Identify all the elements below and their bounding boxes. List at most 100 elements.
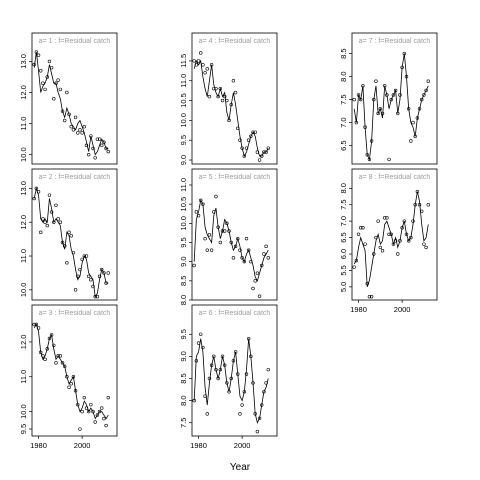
data-point	[203, 236, 207, 241]
y-tick-label: 6.5	[339, 140, 348, 150]
data-point	[251, 381, 255, 385]
data-point	[413, 134, 417, 139]
data-point	[78, 128, 82, 132]
data-point	[104, 146, 108, 151]
data-point	[413, 203, 417, 207]
data-point	[80, 409, 84, 414]
data-point	[352, 265, 356, 269]
data-point	[417, 203, 422, 207]
x-tick-label: 1980	[190, 441, 207, 450]
panel-frame	[31, 168, 118, 301]
data-point	[222, 363, 227, 367]
data-point	[78, 427, 82, 431]
y-tick-label: 8.0	[339, 183, 348, 193]
data-point	[262, 150, 266, 154]
data-point	[104, 423, 108, 428]
series-line	[353, 191, 429, 287]
panel-a6: a= 6 : f=Residual catch 7.5 8.0 8.5 9.0 9.5 19…	[179, 304, 278, 450]
data-point	[36, 190, 41, 194]
data-point	[93, 420, 97, 424]
y-tick-label: 6.5	[339, 232, 348, 242]
data-point	[71, 375, 76, 379]
data-point	[249, 134, 253, 138]
data-point	[84, 143, 89, 148]
data-point	[76, 402, 80, 407]
x-tick-label: 2000	[394, 305, 411, 314]
data-point	[363, 242, 367, 246]
data-point	[45, 75, 49, 79]
data-point	[255, 150, 260, 154]
data-point	[95, 137, 100, 141]
y-tick-label: 8.5	[339, 48, 348, 58]
y-tick-label: 11.0	[19, 370, 28, 384]
strip-label: a= 2 : f=Residual catch	[39, 174, 111, 181]
y-tick-label: 13.0	[19, 54, 28, 69]
x-tick-label: 2000	[234, 441, 251, 450]
y-tick-label: 11.0	[179, 178, 188, 192]
data-point	[45, 347, 49, 351]
data-point	[374, 79, 378, 83]
y-tick-label: 8.0	[179, 395, 188, 405]
panel-a5: a= 5 : f=Residual catch 8.0 8.5 9.0 9.5 10.0 1…	[179, 168, 278, 305]
data-point	[420, 97, 424, 102]
strip-label: a= 8 : f=Residual catch	[359, 174, 431, 181]
data-point	[86, 274, 91, 279]
data-point	[212, 354, 216, 359]
data-point	[32, 196, 36, 201]
data-point	[262, 390, 266, 394]
data-point	[36, 53, 41, 57]
data-point	[54, 203, 58, 207]
data-point	[361, 226, 365, 230]
y-tick-label: 11.5	[179, 54, 188, 68]
data-point	[65, 90, 69, 95]
data-point	[100, 143, 104, 148]
data-point	[209, 248, 214, 252]
data-point	[192, 398, 196, 403]
data-point	[222, 229, 227, 233]
data-point	[242, 259, 247, 264]
data-point	[227, 118, 231, 123]
data-point	[39, 69, 43, 73]
data-point	[244, 372, 249, 376]
data-point	[199, 51, 203, 55]
panel-frame	[191, 168, 278, 301]
data-point	[201, 345, 205, 350]
y-tick-label: 12.0	[19, 335, 28, 350]
y-tick-label: 12.0	[19, 215, 28, 230]
data-point	[229, 376, 233, 381]
data-point	[106, 395, 110, 400]
data-point	[359, 226, 363, 230]
y-tick-label: 8.5	[179, 276, 188, 286]
panel-a4: a= 4 : f=Residual catch 9.0 9.5 10.0 10.5 11.…	[179, 32, 278, 165]
data-point	[214, 86, 218, 91]
data-point	[56, 354, 60, 358]
data-point	[39, 350, 43, 355]
data-point	[233, 244, 238, 249]
data-point	[45, 223, 49, 228]
data-point	[406, 107, 411, 111]
data-point	[201, 202, 205, 206]
data-point	[199, 198, 203, 203]
data-point	[262, 252, 266, 256]
data-point	[58, 87, 63, 92]
data-point	[382, 84, 387, 88]
data-point	[32, 322, 36, 327]
data-point	[225, 98, 229, 103]
data-point	[54, 81, 58, 85]
data-point	[391, 93, 396, 97]
data-point	[84, 254, 89, 258]
data-point	[406, 239, 411, 243]
y-tick-label: 9.0	[179, 351, 188, 361]
data-point	[203, 71, 207, 75]
data-point	[102, 271, 106, 275]
strip-label: a= 3 : f=Residual catch	[39, 310, 111, 317]
data-point	[389, 232, 393, 236]
data-point	[76, 131, 80, 135]
data-point	[209, 363, 214, 367]
data-point	[385, 216, 389, 220]
data-point	[69, 124, 73, 129]
y-tick-label: 9.5	[179, 135, 188, 145]
series-line	[353, 53, 429, 161]
data-point	[212, 86, 216, 91]
